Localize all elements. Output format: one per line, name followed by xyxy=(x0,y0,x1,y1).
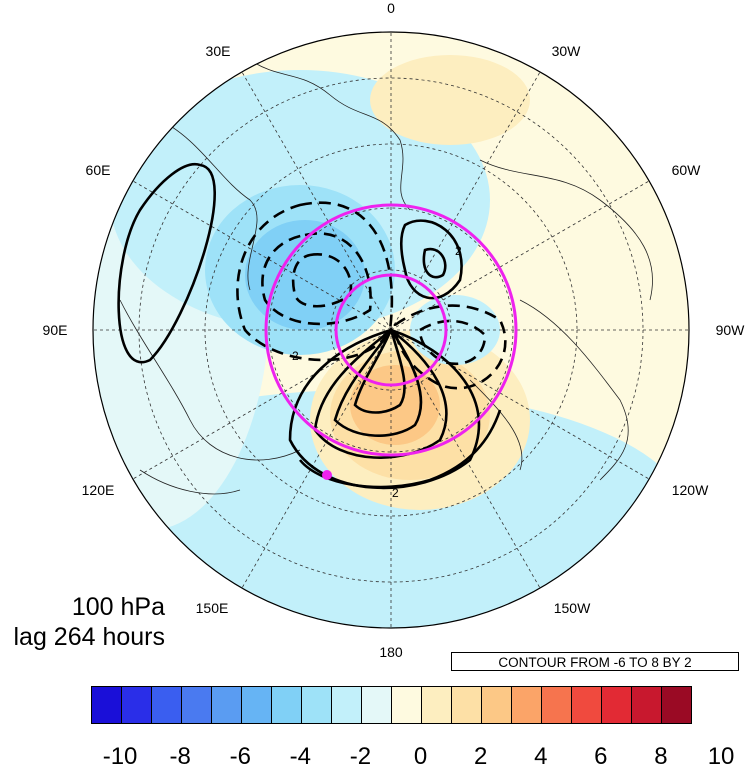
colorbar-cell xyxy=(572,687,602,723)
contour-positive-south-4 xyxy=(353,326,406,414)
lon-label-120w: 120W xyxy=(671,482,709,498)
contour-layer xyxy=(117,162,507,490)
shading-yellow-north xyxy=(370,55,530,145)
contour-negative-mid xyxy=(261,232,372,326)
contour-positive-west xyxy=(117,162,216,364)
colorbar-cell xyxy=(662,687,691,723)
magenta-circles xyxy=(264,203,518,457)
coast-alaska xyxy=(469,379,523,471)
contour-label-2: 2 xyxy=(392,486,399,500)
colorbar-cell xyxy=(362,687,392,723)
colorbar-label: 2 xyxy=(473,743,488,770)
coastlines xyxy=(119,59,653,495)
colorbar-label: -8 xyxy=(169,743,191,770)
contour-negative-east xyxy=(393,304,507,390)
colorbar-cell xyxy=(482,687,512,723)
magenta-marker xyxy=(322,470,332,480)
globe-outline xyxy=(92,31,690,629)
lon-label-60e: 60E xyxy=(85,162,111,178)
coast-asia-east xyxy=(119,299,301,461)
colorbar-cell xyxy=(512,687,542,723)
lon-label-180: 180 xyxy=(379,644,403,660)
lon-label-120e: 120E xyxy=(81,482,115,498)
colorbar-label: -4 xyxy=(289,743,312,770)
colorbar-cell xyxy=(602,687,632,723)
lon-label-150e: 150E xyxy=(195,600,229,616)
colorbar-cell xyxy=(242,687,272,723)
colorbar-cell xyxy=(542,687,572,723)
contour-label-1: 2 xyxy=(292,349,299,363)
colorbar-label: -10 xyxy=(102,743,138,770)
coast-canada-east xyxy=(479,159,653,301)
colorbar-cell xyxy=(452,687,482,723)
contour-label-3: 2 xyxy=(455,244,462,258)
colorbar-cell xyxy=(122,687,152,723)
colorbar-label: 8 xyxy=(654,743,668,770)
colorbar-cell xyxy=(332,687,362,723)
lon-label-0: 0 xyxy=(387,0,395,16)
coast-europe xyxy=(249,59,411,211)
panel-level: 100 hPa xyxy=(71,593,165,621)
lon-label-150w: 150W xyxy=(553,600,591,616)
coast-asia-north xyxy=(159,119,258,291)
contour-info-box: CONTOUR FROM -6 TO 8 BY 2 xyxy=(451,652,739,671)
colorbar-label: -2 xyxy=(349,743,372,770)
contour-positive-northeast xyxy=(399,219,463,300)
colorbar-label: -6 xyxy=(229,743,251,770)
colorbar-label: 4 xyxy=(534,743,548,770)
colorbar-cell xyxy=(632,687,662,723)
colorbar-cell xyxy=(302,687,332,723)
colorbar-cell xyxy=(152,687,182,723)
shading-cyan-east xyxy=(410,295,500,365)
colorbar-cell xyxy=(182,687,212,723)
lon-label-30w: 30W xyxy=(551,43,581,59)
coast-usa xyxy=(519,299,629,481)
lon-label-30e: 30E xyxy=(205,43,231,59)
lon-label-90w: 90W xyxy=(715,322,745,338)
colorbar-cell xyxy=(212,687,242,723)
magenta-circle-outer xyxy=(264,203,518,457)
panel-lag: lag 264 hours xyxy=(13,623,165,651)
colorbar-cell xyxy=(272,687,302,723)
lon-label-90e: 90E xyxy=(42,322,68,338)
colorbar-label: 10 xyxy=(707,743,735,770)
contour-negative-inner xyxy=(291,253,353,308)
lon-label-60w: 60W xyxy=(671,162,701,178)
magenta-circle-inner xyxy=(334,273,448,387)
colorbar xyxy=(91,686,692,724)
colorbar-label: 0 xyxy=(413,743,428,770)
panel-title: 100 hPa lag 264 hours xyxy=(0,592,165,652)
contour-positive-south-2 xyxy=(313,328,448,459)
colorbar-cell xyxy=(92,687,122,723)
shading-layer xyxy=(93,32,689,628)
coast-japan xyxy=(139,469,241,495)
colorbar-cell xyxy=(392,687,422,723)
colorbar-cell xyxy=(422,687,452,723)
contour-positive-northeast-inner xyxy=(422,247,447,279)
colorbar-label: 6 xyxy=(594,743,608,770)
